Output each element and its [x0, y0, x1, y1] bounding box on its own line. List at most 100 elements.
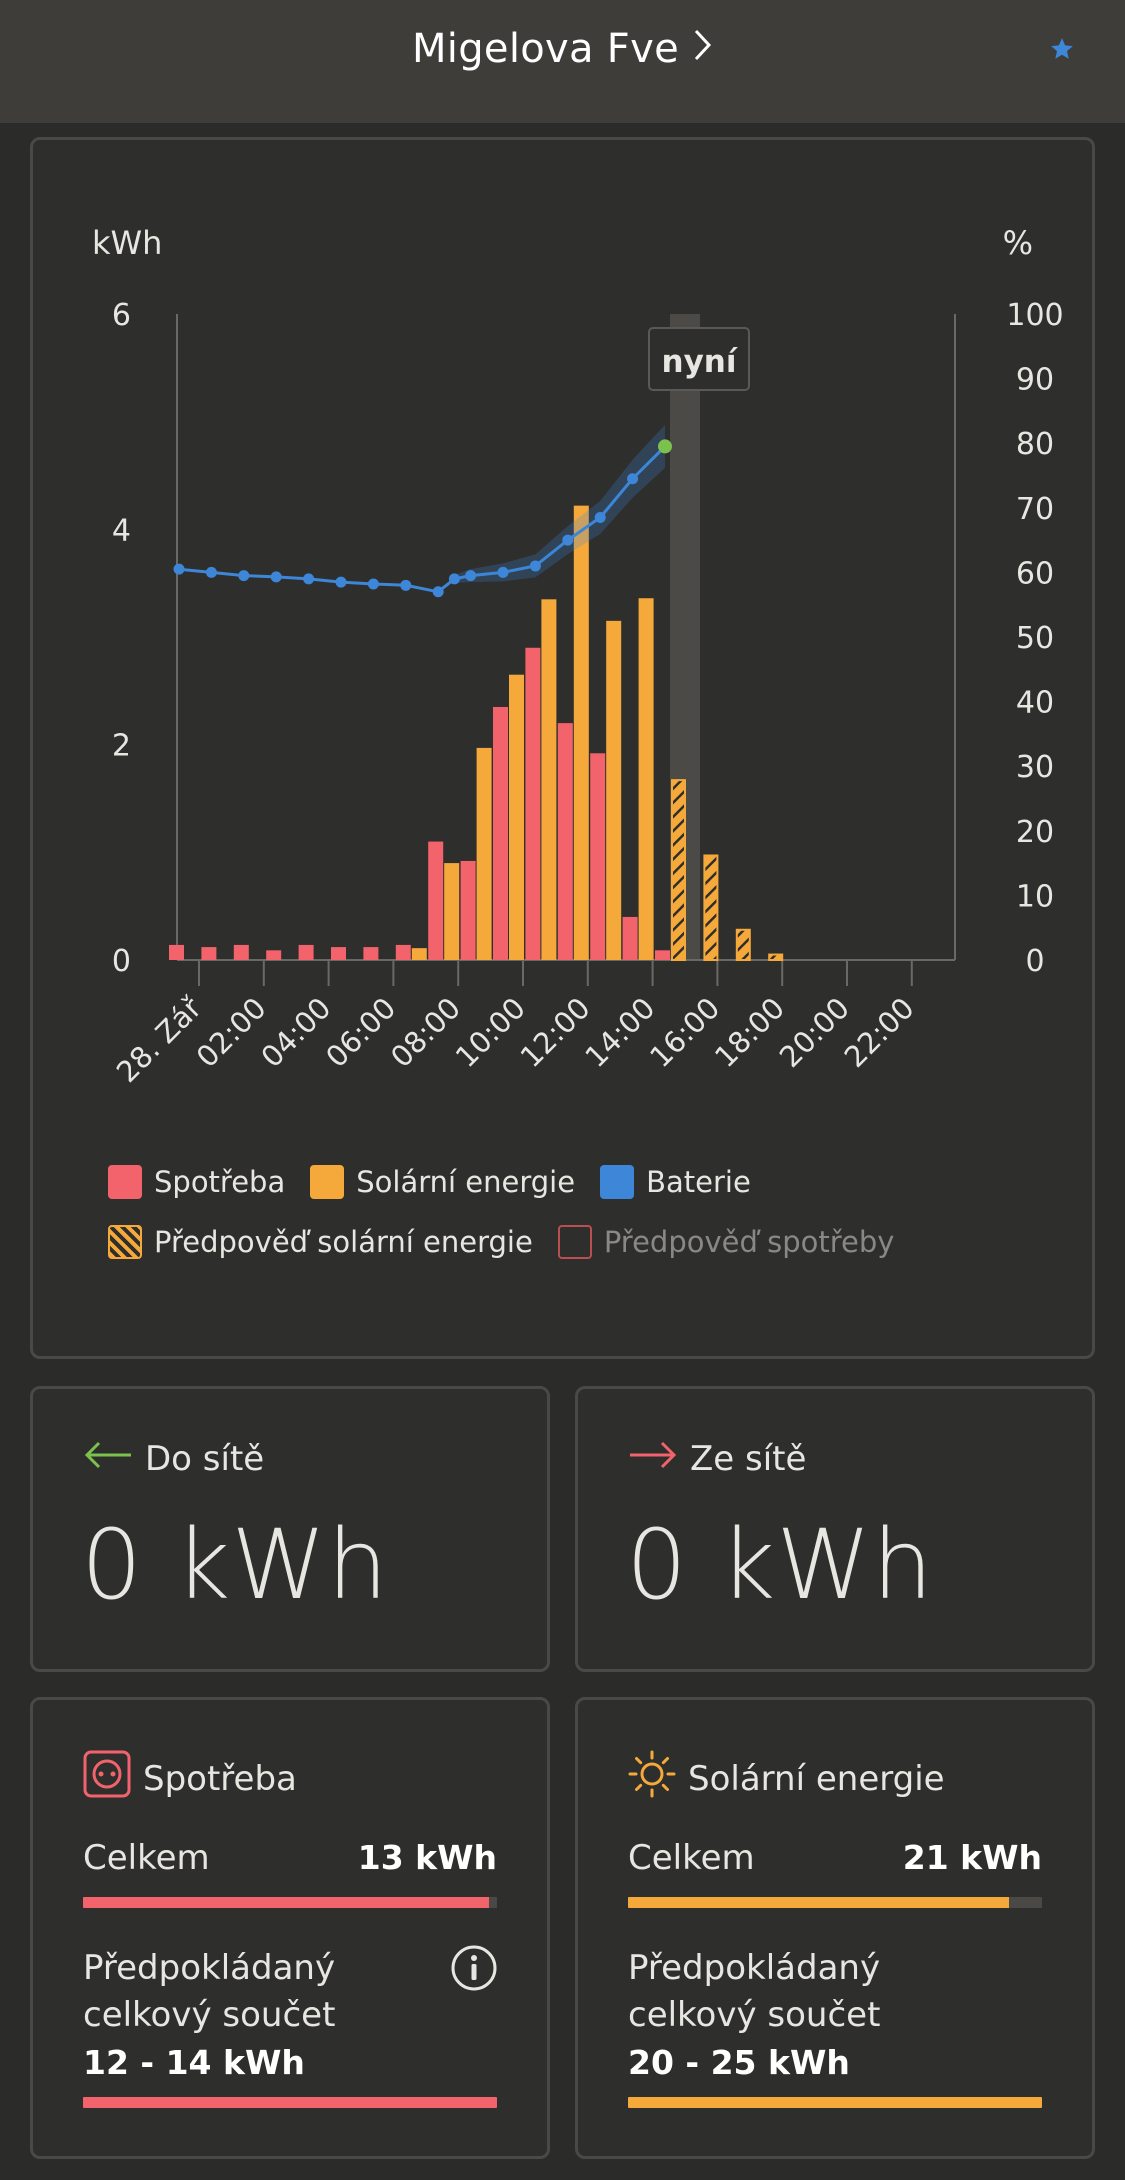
- power-socket-icon: [83, 1750, 131, 1807]
- bar-solar-forecast: [735, 928, 751, 962]
- bar-solar: [411, 948, 427, 960]
- legend-swatch: [108, 1165, 142, 1199]
- bar-solar: [606, 620, 622, 960]
- import-card[interactable]: Ze sítě 0 kWh: [575, 1386, 1095, 1672]
- battery-point: [270, 571, 282, 583]
- bar-spotreba: [363, 947, 379, 960]
- legend-spotreba[interactable]: Spotřeba: [108, 1165, 285, 1199]
- consumption-forecast-label: Předpokládaný celkový součet: [83, 1948, 336, 2035]
- bar-spotreba: [655, 950, 670, 960]
- legend-solar-forecast[interactable]: Předpověď solární energie: [108, 1225, 533, 1259]
- bar-solar: [444, 863, 460, 960]
- battery-point: [173, 563, 185, 575]
- bar-spotreba: [460, 860, 476, 960]
- right-tick-label: 100: [1006, 298, 1063, 333]
- solar-total-fill: [628, 1897, 1009, 1908]
- solar-total-label: Celkem: [628, 1838, 755, 1878]
- consumption-label: Spotřeba: [143, 1758, 297, 1799]
- export-card[interactable]: Do sítě 0 kWh: [30, 1386, 550, 1672]
- x-tick-label: 06:00: [319, 991, 402, 1074]
- battery-point: [400, 579, 412, 591]
- export-header: Do sítě: [83, 1439, 264, 1479]
- consumption-card[interactable]: Spotřeba Celkem 13 kWh Předpokládaný cel…: [30, 1697, 550, 2159]
- right-tick-label: 50: [1016, 621, 1054, 656]
- battery-point: [465, 570, 477, 582]
- x-tick-label: 12:00: [514, 991, 597, 1074]
- right-tick-label: 70: [1016, 492, 1054, 527]
- consumption-forecast-value: 12 - 14 kWh: [83, 2043, 305, 2082]
- solar-card[interactable]: Solární energie Celkem 21 kWh Předpoklád…: [575, 1697, 1095, 2159]
- star-icon[interactable]: [1049, 36, 1075, 62]
- bar-spotreba: [395, 944, 411, 960]
- x-tick-label: 22:00: [838, 991, 921, 1074]
- battery-point: [238, 570, 250, 582]
- site-title: Migelova Fve: [412, 26, 679, 72]
- legend-label: Spotřeba: [154, 1165, 286, 1199]
- x-tick-label: 16:00: [643, 991, 726, 1074]
- right-tick-label: 80: [1016, 427, 1054, 462]
- bar-spotreba: [590, 753, 606, 960]
- site-title-button[interactable]: Migelova Fve: [0, 26, 1125, 72]
- arrow-right-icon: [628, 1439, 678, 1479]
- x-tick-label: 08:00: [384, 991, 467, 1074]
- bar-spotreba: [493, 706, 508, 960]
- solar-header: Solární energie: [628, 1750, 945, 1807]
- energy-chart-card: nyní kWh% 0 2 4 6 0 10 20 30 40 50 60 70 80 90 100 28. Zá…: [30, 137, 1095, 1359]
- bar-spotreba: [557, 723, 573, 960]
- legend-swatch-outline: [557, 1225, 592, 1259]
- legend-row-2: Předpověď solární energie Předpověď spot…: [108, 1225, 919, 1259]
- consumption-total-value: 13 kWh: [357, 1838, 497, 1877]
- left-axis-label: kWh: [92, 224, 162, 262]
- legend-swatch: [310, 1165, 345, 1199]
- arrow-left-icon: [83, 1439, 133, 1479]
- battery-point: [205, 566, 217, 578]
- consumption-total-bar: [83, 1897, 497, 1908]
- top-bar: Migelova Fve: [0, 0, 1125, 123]
- bar-spotreba: [428, 841, 444, 960]
- left-tick-label: 2: [112, 729, 131, 764]
- right-tick-label: 20: [1016, 815, 1054, 850]
- x-tick-label: 14:00: [578, 991, 661, 1074]
- legend-baterie[interactable]: Baterie: [600, 1165, 751, 1199]
- legend-label: Předpověď spotřeby: [603, 1225, 895, 1259]
- export-label: Do sítě: [145, 1439, 265, 1479]
- consumption-forecast-fill: [83, 2097, 497, 2108]
- battery-point: [448, 573, 460, 585]
- battery-point: [529, 560, 541, 572]
- legend-row-1: Spotřeba Solární energie Baterie: [108, 1165, 776, 1199]
- battery-point: [497, 566, 509, 578]
- legend-label: Solární energie: [356, 1165, 576, 1199]
- x-tick-label: 20:00: [773, 991, 856, 1074]
- bar-spotreba: [622, 916, 638, 960]
- legend-swatch: [600, 1165, 635, 1199]
- solar-forecast-label: Předpokládaný celkový součet: [628, 1948, 881, 2035]
- solar-label: Solární energie: [688, 1758, 945, 1799]
- right-tick-label: 0: [1025, 944, 1044, 979]
- bar-solar-forecast: [768, 953, 784, 961]
- bar-spotreba: [331, 947, 346, 960]
- battery-point: [594, 511, 606, 523]
- consumption-total-fill: [83, 1897, 489, 1908]
- battery-range: [454, 424, 665, 583]
- battery-current-point: [658, 439, 672, 454]
- x-tick-label: 02:00: [190, 991, 273, 1074]
- legend-solar[interactable]: Solární energie: [310, 1165, 575, 1199]
- right-tick-label: 10: [1016, 879, 1054, 914]
- bar-spotreba: [525, 647, 541, 960]
- bar-solar-forecast: [703, 854, 719, 962]
- solar-forecast-bar: [628, 2097, 1042, 2108]
- legend-swatch-hatched: [108, 1225, 142, 1259]
- battery-point: [432, 586, 444, 598]
- bar-solar-forecast: [671, 779, 686, 961]
- solar-forecast-value: 20 - 25 kWh: [628, 2043, 850, 2082]
- left-tick-label: 4: [112, 513, 131, 548]
- sun-icon: [628, 1750, 676, 1807]
- info-icon[interactable]: [451, 1945, 497, 1991]
- right-tick-label: 60: [1016, 556, 1054, 591]
- import-header: Ze sítě: [628, 1439, 806, 1479]
- bar-solar: [638, 598, 654, 960]
- battery-point: [627, 473, 639, 485]
- legend-label: Baterie: [646, 1165, 751, 1199]
- legend-consumption-forecast[interactable]: Předpověď spotřeby: [557, 1225, 895, 1259]
- consumption-forecast-bar: [83, 2097, 497, 2108]
